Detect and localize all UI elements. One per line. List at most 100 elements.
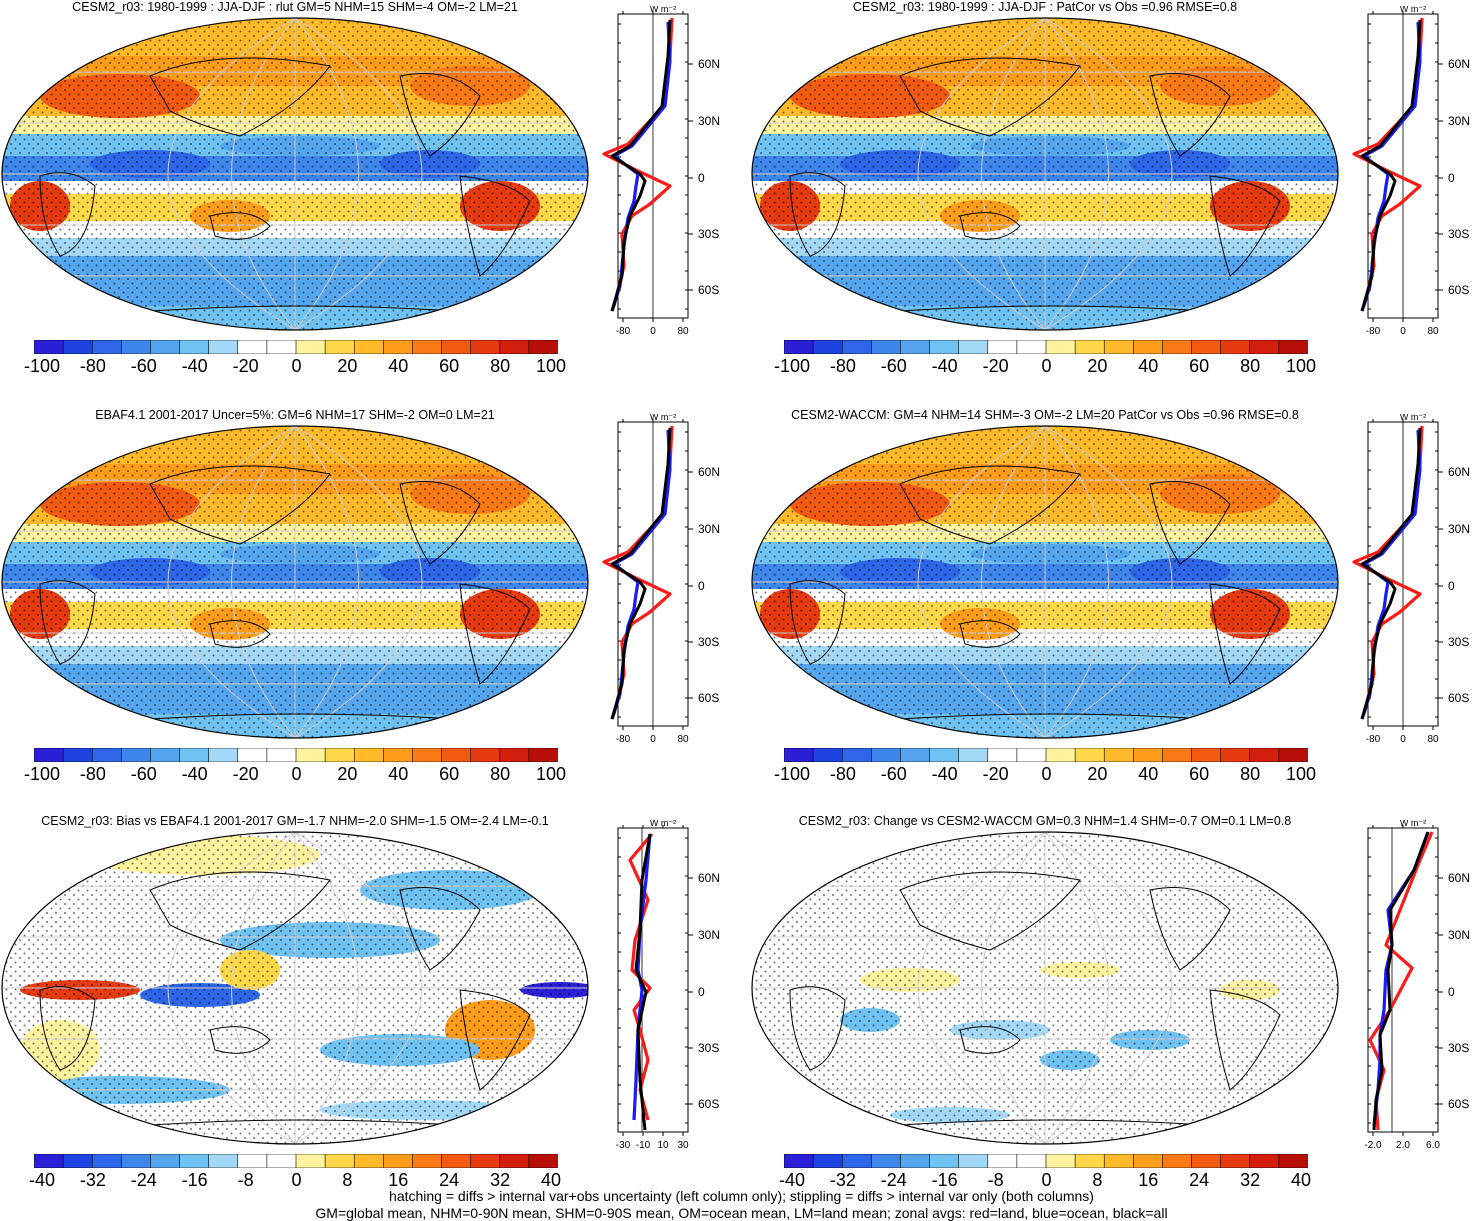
colorbar-swatch [353, 748, 384, 762]
profile-all-line [1360, 427, 1422, 720]
colorbar-tick-label: 40 [1290, 1170, 1312, 1190]
profile-ytick-label: 30S [698, 1041, 719, 1055]
colorbar-swatch [1162, 340, 1193, 354]
colorbar-tick-label: 16 [1138, 1170, 1159, 1190]
colorbar-tick-label: -40 [931, 764, 958, 784]
profile-ytick-label: 60N [698, 57, 720, 71]
colorbar-swatch [470, 1154, 501, 1168]
profile-ytick-label: 0 [1448, 171, 1455, 185]
longitude-gridline [231, 426, 296, 738]
colorbar-swatch [528, 340, 558, 354]
colorbar-swatch [1016, 340, 1047, 354]
profile-ytick-label: 30N [1448, 928, 1470, 942]
profile-xtick-label: -10 [636, 1140, 651, 1151]
profile-xtick-label: 80 [677, 734, 689, 745]
profile-ocean-line [610, 429, 672, 720]
profile-ytick-label: 30N [698, 114, 720, 128]
colorbar-tick-label: -60 [130, 764, 157, 784]
map-plot [751, 17, 1339, 331]
colorbar-tick-label: -80 [829, 764, 856, 784]
colorbar-swatch [987, 340, 1018, 354]
coastline [1209, 175, 1281, 277]
colorbar-swatch [1249, 1154, 1280, 1168]
profile-all-line [610, 427, 672, 720]
panel-title: CESM2_r03: 1980-1999 : JJA-DJF : PatCor … [852, 0, 1238, 14]
colorbar-tick-label: 20 [337, 764, 358, 784]
profile-ytick-label: 0 [698, 171, 705, 185]
profile-xtick-label: 6.0 [1426, 1140, 1440, 1151]
coastline [459, 583, 531, 685]
coastline [459, 989, 531, 1091]
colorbar-tick-label: -8 [987, 1170, 1004, 1190]
colorbar-tick-label: 20 [337, 356, 358, 376]
colorbar-tick-label: 40 [1138, 356, 1159, 376]
colorbar-tick-label: 80 [490, 356, 511, 376]
longitude-gridline [917, 832, 1046, 1144]
longitude-gridline [1044, 18, 1173, 330]
colorbar-swatch [383, 340, 414, 354]
colorbar-swatch [470, 748, 501, 762]
profile-ytick-label: 30N [698, 928, 720, 942]
profile-ytick-label: 30S [1448, 635, 1469, 649]
colorbar-swatch [1191, 340, 1222, 354]
coastline [959, 620, 1021, 648]
colorbar-swatch [353, 340, 384, 354]
colorbar-swatch [1103, 1154, 1134, 1168]
colorbar-swatch [208, 748, 239, 762]
coastline [149, 57, 331, 137]
colorbar-tick-label: 0 [1041, 1170, 1052, 1190]
colorbar-tick-label: -40 [181, 764, 208, 784]
longitude-gridline [294, 18, 359, 330]
colorbar-swatch [179, 340, 210, 354]
colorbar-swatch [179, 1154, 210, 1168]
colorbar-tick-label: -40 [931, 356, 958, 376]
colorbar-swatch [1249, 748, 1280, 762]
colorbar-swatch [470, 340, 501, 354]
colorbar-swatch [841, 340, 872, 354]
profile-ytick-label: 30S [698, 227, 719, 241]
colorbar-swatch [871, 1154, 902, 1168]
map-border [751, 831, 1339, 1145]
colorbar-tick-label: -24 [880, 1170, 907, 1190]
coastline [399, 73, 481, 157]
colorbar-tick-label: 100 [1285, 764, 1317, 784]
colorbar-swatch [1074, 340, 1105, 354]
colorbar-swatch [929, 748, 960, 762]
profile-unit: W m⁻² [650, 414, 676, 422]
colorbar-tick-label: 40 [1138, 764, 1159, 784]
colorbar-swatch [91, 1154, 122, 1168]
longitude-gridline [1044, 426, 1109, 738]
profile-ytick-label: 30N [698, 522, 720, 536]
profile-xtick-label: -2.0 [1364, 1140, 1382, 1151]
colorbar-tick-label: 0 [291, 764, 302, 784]
map-plot [1, 17, 589, 331]
colorbar-swatch [412, 340, 443, 354]
colorbar-tick-label: -40 [28, 1170, 56, 1190]
colorbar-swatch [1278, 748, 1308, 762]
profile-xtick-label: 80 [1427, 734, 1439, 745]
profile-land-line [602, 17, 674, 307]
colorbar-swatch [121, 748, 152, 762]
colorbar-tick-label: 8 [342, 1170, 353, 1190]
profile-unit: W m⁻² [1400, 820, 1426, 828]
profile-xtick-label: 2.0 [1396, 1140, 1410, 1151]
colorbar-swatch [812, 340, 843, 354]
longitude-gridline [294, 426, 359, 738]
panel-title: CESM2_r03: Bias vs EBAF4.1 2001-2017 GM=… [41, 814, 549, 828]
profile-all-line [634, 833, 652, 1131]
colorbar-swatch [1249, 340, 1280, 354]
colorbar-tick-label: -40 [181, 356, 208, 376]
colorbar-labels: -100 -80 -60 -40 -20 0 20 40 60 80 100 [20, 356, 572, 378]
coastline [1209, 989, 1281, 1091]
colorbar-swatch [91, 748, 122, 762]
map-plot [751, 425, 1339, 739]
colorbar-swatch [1103, 748, 1134, 762]
colorbar-tick-label: 0 [291, 356, 302, 376]
colorbar-tick-label: -20 [232, 356, 259, 376]
coastline [399, 481, 481, 565]
profile-ytick-label: 30N [1448, 114, 1470, 128]
colorbar-swatch [295, 340, 326, 354]
coastline [789, 580, 846, 665]
profile-xtick-label: 0 [650, 326, 656, 337]
colorbar-tick-label: -32 [79, 1170, 106, 1190]
